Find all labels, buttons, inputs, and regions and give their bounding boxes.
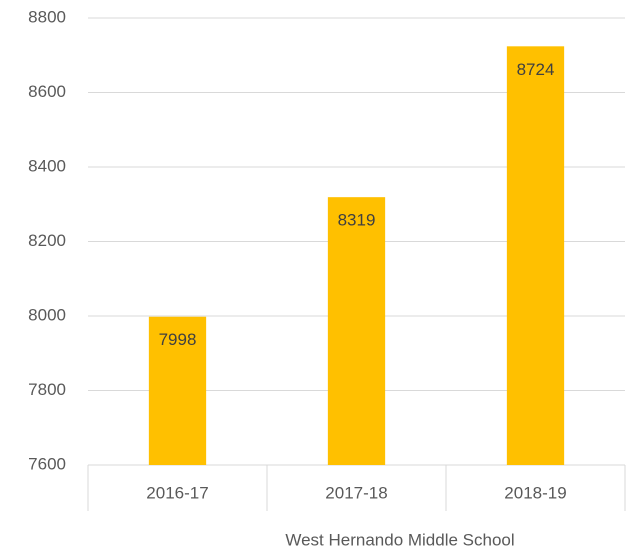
y-tick-label: 7600 — [28, 454, 66, 473]
y-tick-label: 7800 — [28, 380, 66, 399]
bar — [148, 316, 207, 465]
y-tick-label: 8200 — [28, 231, 66, 250]
data-label: 7998 — [159, 330, 197, 349]
x-tick-label: 2016-17 — [146, 483, 208, 502]
data-label: 8319 — [338, 211, 376, 230]
bar — [327, 197, 386, 466]
bar — [506, 46, 565, 466]
y-tick-label: 8400 — [28, 156, 66, 175]
data-label: 8724 — [517, 60, 555, 79]
y-tick-label: 8800 — [28, 7, 66, 26]
y-tick-label: 8600 — [28, 82, 66, 101]
y-tick-label: 8000 — [28, 305, 66, 324]
x-tick-label: 2018-19 — [504, 483, 566, 502]
x-axis-title: West Hernando Middle School — [285, 530, 514, 549]
x-tick-label: 2017-18 — [325, 483, 387, 502]
